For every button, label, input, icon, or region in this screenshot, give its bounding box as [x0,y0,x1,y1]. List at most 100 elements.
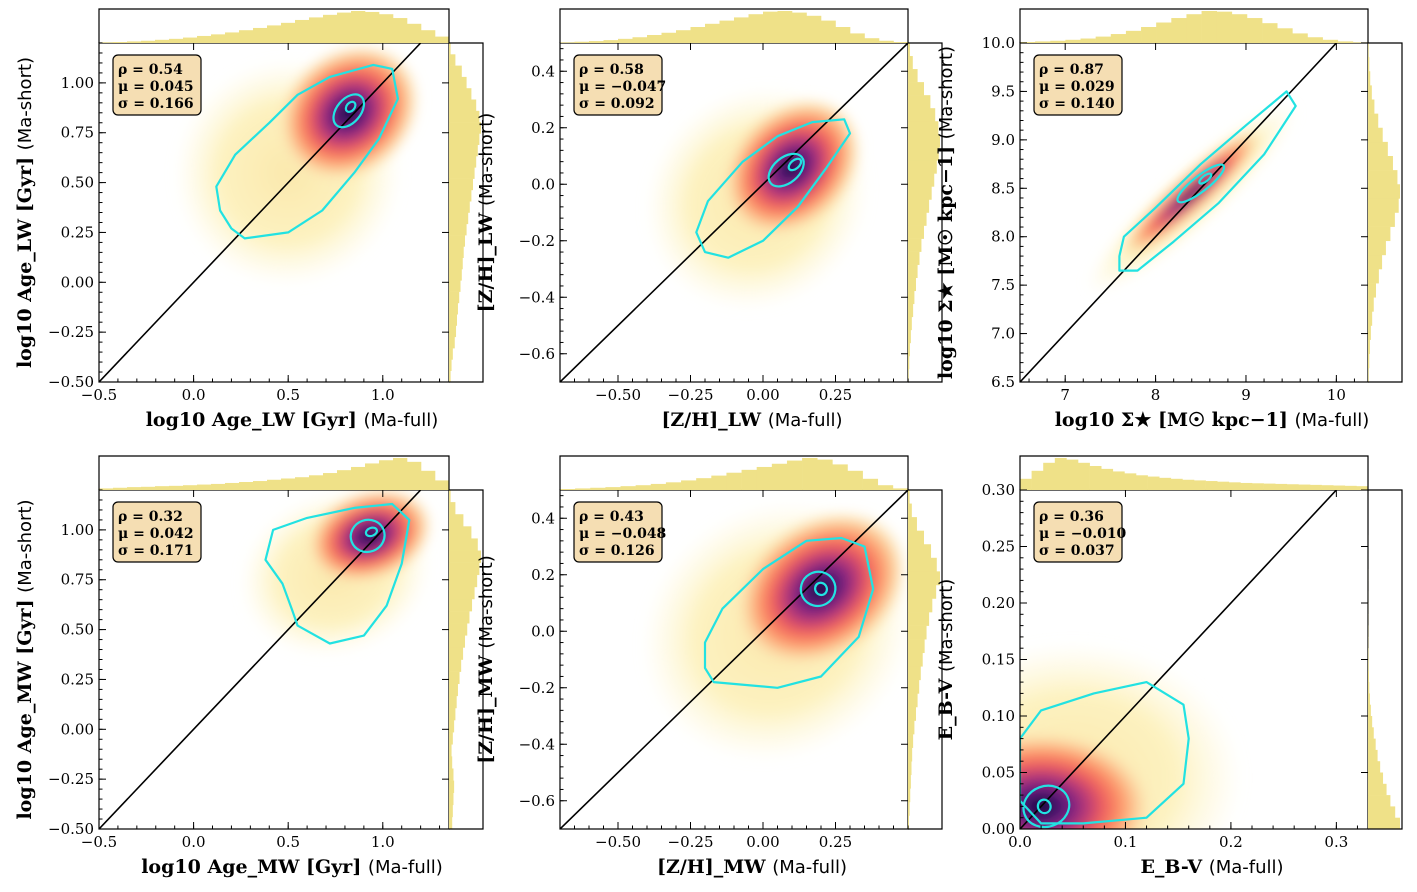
histogram-right-frame [1368,489,1403,830]
hist-top-bar [665,482,682,490]
hist-top-bar [786,460,803,490]
hist-right-bar [449,707,456,721]
hist-right-bar [449,76,467,89]
hist-right-bar [908,666,921,681]
hist-top-bar [1159,477,1172,490]
hist-top-bar [155,39,170,43]
hist-right-bar [908,706,916,721]
hist-top-bar [1182,479,1195,490]
density-area [99,490,433,829]
y-tick-label: −0.2 [519,232,555,250]
hist-top-bar [1322,39,1339,43]
hist-right-bar [449,257,463,270]
x-tick-label: 10 [1327,386,1346,404]
hist-right-bar [1368,817,1400,830]
one-to-one-line [1020,43,1337,382]
hist-right-bar [449,269,462,281]
hist-right-bar [1368,212,1395,227]
hist-right-bar [908,788,911,803]
hist-top-bar [225,32,240,43]
contour-peak [344,100,357,113]
stats-box-bg [1033,54,1123,116]
hist-right-bar [449,314,457,326]
hist-top-bar [113,42,128,43]
hist-right-bar [1368,670,1369,683]
y-tick-label: 0.10 [982,707,1015,725]
hist-right-bar [449,744,452,757]
histogram-top [1020,458,1369,490]
y-tick-label: 0.25 [982,538,1015,556]
contour-peak [787,157,803,172]
hist-right-bar [908,530,924,545]
x-tick-label: 0.00 [746,386,779,404]
stat-line: ρ = 0.87 [1039,62,1104,78]
hist-top-bar [197,35,212,43]
one-to-one-line [99,490,422,829]
hist-right-bar [449,178,473,191]
x-axis-label: [Z/H]_MW (Ma-full) [657,856,847,878]
histogram-top-frame [1019,8,1369,43]
hist-top-bar [99,42,114,43]
hist-right-bar [908,544,932,559]
y-tick-label: 0.00 [61,273,94,291]
hist-right-bar [908,801,910,816]
y-tick-label: 0.0 [531,622,555,640]
hist-right-bar [908,134,940,148]
hist-top-bar [832,464,848,490]
hist-right-bar [449,110,480,123]
hist-top-bar [267,479,282,490]
hist-right-bar [908,69,918,83]
hist-top-bar [323,14,338,43]
hist-top-bar [802,458,818,490]
histogram-right-frame [908,42,943,383]
hist-right-bar [908,355,910,370]
hist-top-bar [821,20,836,43]
hist-right-bar [449,514,464,527]
y-tick-label: 8.0 [991,228,1015,246]
y-tick-label: 0.30 [982,481,1015,499]
x-tick-label: 0.3 [1324,833,1348,851]
hist-top-bar [1110,34,1127,43]
hist-right-bar [1368,71,1371,86]
one-to-one-line [99,43,422,382]
hist-top-bar [351,466,366,490]
hist-top-bar [1352,42,1369,43]
y-axis-label: log10 Σ★ [M☉ kpc−1] (Ma-short) [935,46,957,379]
hist-top-bar [267,25,282,43]
hist-right-bar [449,99,477,112]
hist-top-bar [141,486,156,490]
hist-top-bar [1252,483,1264,490]
hist-top-bar [1170,478,1183,490]
hist-top-bar [696,478,712,490]
y-axis-label: log10 Age_LW [Gyr] (Ma-short) [14,57,36,368]
hist-right-bar [449,756,453,769]
hist-right-bar [1368,297,1374,312]
hist-top-bar [1217,481,1230,490]
hist-right-bar [908,160,937,174]
hist-top-bar [113,487,128,490]
hist-top-bar [1020,42,1036,43]
hist-right-bar [449,804,453,818]
hist-right-bar [449,212,469,225]
hist-right-bar [1368,716,1373,728]
contour-outer [1118,90,1297,272]
x-tick-label: 8 [1151,386,1161,404]
hist-top-bar [1333,485,1346,490]
x-tick-label: 0.5 [276,386,300,404]
y-tick-label: 0.4 [531,509,555,527]
hist-right-bar [908,734,914,748]
hist-top-bar [879,40,894,43]
hist-right-bar [1368,226,1391,242]
hist-top-bar [239,30,254,43]
panel-2: −0.50 −0.25 0.00 0.25 −0.6 −0.4 −0.2 0.0 0.2 0.4 [… [475,8,943,431]
hist-top-bar [1292,33,1308,43]
hist-top-bar [756,466,773,490]
hist-top-bar [379,14,394,43]
x-axis-label: log10 Age_MW [Gyr] (Ma-full) [141,856,443,878]
contour-outer [695,118,852,259]
y-axis-label: [Z/H]_LW (Ma-short) [475,113,497,313]
hist-right-bar [449,201,470,213]
x-tick-label: 0.0 [182,386,206,404]
hist-top-bar [183,485,198,490]
hist-top-bar [777,11,793,43]
